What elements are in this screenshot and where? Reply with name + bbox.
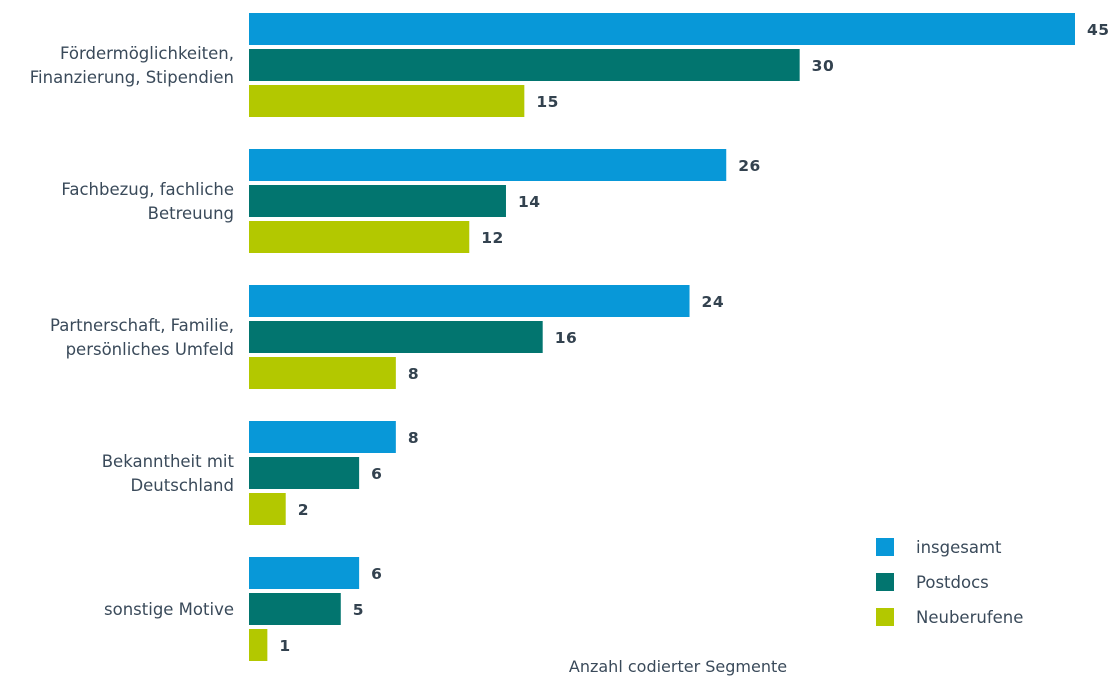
category-label-line: Bekanntheit mit [102,452,235,471]
category-label-line: Finanzierung, Stipendien [30,68,234,87]
bar [249,321,543,353]
category-label-line: Partnerschaft, Familie, [50,316,234,335]
x-axis-title: Anzahl codierter Segmente [569,657,787,676]
bar [249,85,525,117]
data-label: 30 [812,57,835,75]
category-label: Fachbezug, fachliche Betreuung [61,180,234,223]
bar [249,421,396,453]
bar [249,185,506,217]
data-label: 12 [481,229,504,247]
bar [249,493,286,525]
bar [249,285,690,317]
bar [249,357,396,389]
data-label: 5 [353,601,364,619]
bar [249,221,470,253]
category-label: Bekanntheit mit Deutschland [102,452,235,495]
legend-label: Postdocs [916,573,989,592]
category-label: sonstige Motive [104,600,234,619]
legend-swatch [876,538,894,556]
legend-label: insgesamt [916,538,1002,557]
bar [249,149,727,181]
data-label: 8 [408,365,419,383]
category-label-line: Deutschland [130,476,234,495]
data-label: 26 [738,157,761,175]
category-label-line: sonstige Motive [104,600,234,619]
legend-label: Neuberufene [916,608,1023,627]
category-label-line: Fördermöglichkeiten, [60,44,234,63]
data-label: 1 [279,637,290,655]
bar [249,593,341,625]
legend-swatch [876,573,894,591]
data-label: 14 [518,193,541,211]
data-label: 24 [702,293,725,311]
data-label: 45 [1087,21,1110,39]
data-label: 8 [408,429,419,447]
data-label: 6 [371,465,382,483]
data-label: 2 [298,501,309,519]
category-label-line: Fachbezug, fachliche [61,180,234,199]
bar [249,49,800,81]
data-label: 16 [555,329,578,347]
category-label: Fördermöglichkeiten, Finanzierung, Stipen… [30,44,234,87]
category-label-line: persönliches Umfeld [66,340,234,359]
bar [249,457,360,489]
bar [249,629,268,661]
bar [249,557,360,589]
data-label: 6 [371,565,382,583]
legend: insgesamt Postdocs Neuberufene [876,538,1023,627]
category-label: Partnerschaft, Familie, persönliches Umfe… [50,316,234,359]
category-label-line: Betreuung [148,204,234,223]
data-label: 15 [536,93,559,111]
category-labels: Fördermöglichkeiten, Finanzierung, Stipen… [30,44,235,619]
legend-swatch [876,608,894,626]
bar [249,13,1075,45]
